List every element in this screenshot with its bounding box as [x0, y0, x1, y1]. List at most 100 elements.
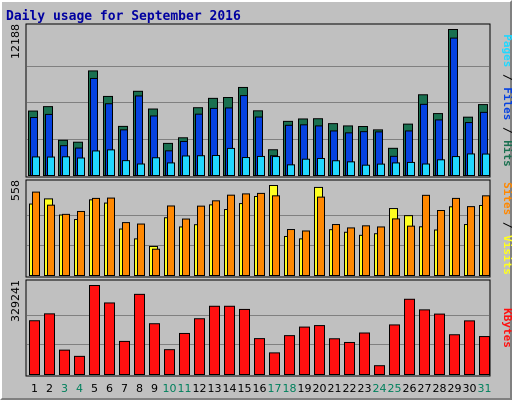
bar-kbytes-day-6 [104, 302, 115, 375]
bar-pages-day-23 [362, 164, 370, 176]
day-label-15: 15 [238, 382, 252, 395]
bar-sites-day-10 [167, 205, 175, 276]
bar-sites-day-1 [32, 191, 40, 276]
bar-pages-day-1 [32, 156, 40, 176]
day-label-9: 9 [151, 382, 158, 395]
bar-pages-day-17 [272, 156, 280, 176]
bar-kbytes-day-2 [44, 313, 55, 375]
bar-pages-day-26 [407, 161, 415, 177]
bar-sites-day-28 [437, 210, 445, 276]
bar-pages-day-4 [77, 157, 85, 176]
bar-kbytes-day-24 [374, 365, 385, 376]
day-label-26: 26 [403, 382, 417, 395]
bar-sites-day-14 [227, 194, 235, 276]
day-label-2: 2 [46, 382, 53, 395]
bar-sites-day-16 [257, 192, 265, 276]
bar-pages-day-2 [47, 156, 55, 177]
y-axis-max-label: 558 [9, 180, 22, 201]
bar-pages-day-25 [392, 162, 400, 177]
bar-kbytes-day-22 [344, 341, 355, 375]
bar-kbytes-day-12 [194, 318, 205, 375]
bar-sites-day-5 [92, 197, 100, 276]
bar-kbytes-day-1 [29, 320, 40, 376]
day-label-6: 6 [106, 382, 113, 395]
bar-sites-day-27 [422, 194, 430, 277]
bar-sites-day-15 [242, 193, 250, 276]
bar-sites-day-25 [392, 218, 400, 277]
bar-sites-day-21 [332, 224, 340, 276]
bar-pages-day-20 [317, 157, 325, 176]
bar-kbytes-day-29 [449, 334, 460, 375]
bar-sites-day-24 [377, 226, 385, 276]
panel-hits_files_pages: 12188 Pages / Files / Hits [9, 23, 512, 178]
bar-kbytes-day-30 [464, 320, 475, 376]
bar-pages-day-19 [302, 158, 310, 177]
bar-pages-day-27 [422, 163, 430, 177]
bar-kbytes-day-7 [119, 340, 130, 376]
bar-pages-day-14 [227, 147, 235, 177]
bar-pages-day-31 [482, 153, 490, 177]
day-label-12: 12 [193, 382, 207, 395]
legend-separator: / [501, 120, 512, 140]
bar-pages-day-18 [287, 164, 295, 177]
bar-kbytes-day-16 [254, 338, 265, 376]
day-label-17: 17 [268, 382, 282, 395]
day-label-18: 18 [283, 382, 297, 395]
bar-sites-day-18 [287, 229, 295, 276]
bar-kbytes-day-25 [389, 324, 400, 376]
legend-sites: Sites [501, 182, 512, 215]
legend: Pages / Files / Hits [501, 34, 512, 167]
day-label-25: 25 [388, 382, 402, 395]
bar-sites-day-2 [47, 204, 55, 276]
bar-pages-day-28 [437, 159, 445, 176]
day-label-16: 16 [253, 382, 267, 395]
bar-pages-day-10 [167, 162, 175, 177]
day-label-3: 3 [61, 382, 68, 395]
bar-pages-day-5 [92, 150, 100, 176]
bar-kbytes-day-8 [134, 293, 145, 375]
bar-pages-day-12 [197, 155, 205, 176]
bar-pages-day-15 [242, 157, 250, 177]
bar-pages-day-6 [107, 149, 115, 176]
bar-kbytes-day-9 [149, 323, 160, 376]
bar-kbytes-day-5 [89, 285, 100, 375]
bar-kbytes-day-13 [209, 305, 220, 375]
day-label-22: 22 [343, 382, 357, 395]
bar-kbytes-day-20 [314, 325, 325, 376]
legend-files: Files [501, 87, 512, 120]
day-label-4: 4 [76, 382, 83, 395]
bar-kbytes-day-15 [239, 308, 250, 376]
day-label-14: 14 [223, 382, 237, 395]
bar-sites-day-6 [107, 197, 115, 276]
bar-sites-day-3 [62, 213, 70, 277]
day-label-19: 19 [298, 382, 312, 395]
bar-kbytes-day-14 [224, 305, 235, 375]
bar-kbytes-day-28 [434, 313, 445, 375]
panel-kbytes: 329241 KBytes [9, 279, 512, 377]
bar-pages-day-22 [347, 161, 355, 177]
bar-files-day-29 [450, 37, 458, 176]
day-label-31: 31 [478, 382, 492, 395]
legend-hits: Hits [501, 140, 512, 167]
bar-sites-day-11 [182, 218, 190, 276]
day-label-30: 30 [463, 382, 477, 395]
day-label-20: 20 [313, 382, 327, 395]
bar-sites-day-19 [302, 230, 310, 276]
day-label-21: 21 [328, 382, 342, 395]
bar-kbytes-day-17 [269, 352, 280, 376]
bar-sites-day-23 [362, 225, 370, 277]
day-label-1: 1 [31, 382, 38, 395]
bar-pages-day-9 [152, 157, 160, 177]
bar-kbytes-day-10 [164, 349, 175, 376]
day-label-11: 11 [178, 382, 192, 395]
legend: Sites / Visits [501, 182, 512, 275]
legend: KBytes [501, 308, 512, 348]
bar-pages-day-16 [257, 155, 265, 177]
bar-pages-day-24 [377, 163, 385, 176]
bar-kbytes-day-23 [359, 332, 370, 375]
bar-kbytes-day-18 [284, 335, 295, 376]
y-axis-max-label: 12188 [9, 24, 22, 59]
bar-sites-day-8 [137, 223, 145, 276]
bar-pages-day-3 [62, 156, 70, 176]
